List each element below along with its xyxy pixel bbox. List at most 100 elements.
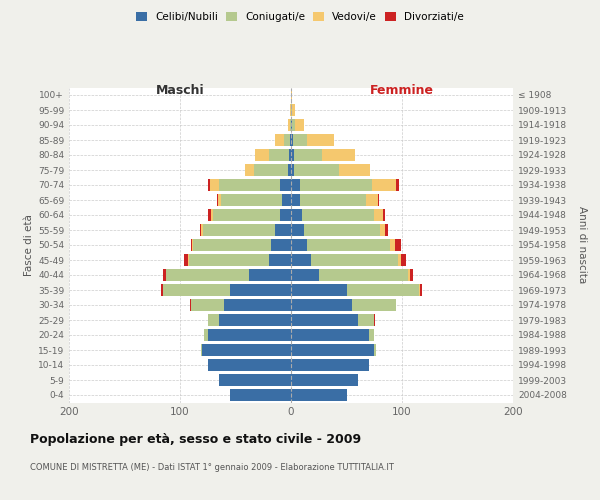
Bar <box>352 298 397 312</box>
Bar <box>224 298 291 312</box>
Bar <box>295 118 304 132</box>
Bar <box>291 178 300 192</box>
Bar <box>395 238 401 252</box>
Bar <box>291 164 295 176</box>
Bar <box>290 104 291 117</box>
Bar <box>292 118 295 132</box>
Bar <box>163 284 230 296</box>
Bar <box>291 298 352 312</box>
Bar <box>201 344 202 356</box>
Bar <box>201 224 203 236</box>
Bar <box>291 388 347 402</box>
Bar <box>292 104 295 117</box>
Bar <box>203 224 275 236</box>
Bar <box>161 284 163 296</box>
Bar <box>282 194 291 206</box>
Bar <box>287 118 290 132</box>
Bar <box>219 374 291 386</box>
Bar <box>295 164 339 176</box>
Bar <box>291 148 295 162</box>
Bar <box>271 238 291 252</box>
Bar <box>291 344 374 356</box>
Bar <box>208 358 291 372</box>
Bar <box>307 238 390 252</box>
Bar <box>190 298 191 312</box>
Y-axis label: Anni di nascita: Anni di nascita <box>577 206 587 284</box>
Bar <box>407 268 410 281</box>
Bar <box>269 254 291 266</box>
Bar <box>219 178 280 192</box>
Bar <box>291 238 307 252</box>
Bar <box>269 148 289 162</box>
Bar <box>291 314 358 326</box>
Bar <box>256 148 269 162</box>
Bar <box>211 208 214 222</box>
Bar <box>218 194 221 206</box>
Bar <box>291 268 319 281</box>
Bar <box>291 358 368 372</box>
Y-axis label: Fasce di età: Fasce di età <box>24 214 34 276</box>
Bar <box>401 254 406 266</box>
Bar <box>230 388 291 402</box>
Bar <box>374 208 383 222</box>
Bar <box>230 284 291 296</box>
Legend: Celibi/Nubili, Coniugati/e, Vedovi/e, Divorziati/e: Celibi/Nubili, Coniugati/e, Vedovi/e, Di… <box>132 8 468 26</box>
Bar <box>202 344 291 356</box>
Text: Popolazione per età, sesso e stato civile - 2009: Popolazione per età, sesso e stato civil… <box>30 432 361 446</box>
Bar <box>163 268 166 281</box>
Bar <box>287 164 291 176</box>
Bar <box>347 284 419 296</box>
Bar <box>200 224 201 236</box>
Bar <box>290 134 291 146</box>
Bar <box>307 134 334 146</box>
Bar <box>166 268 249 281</box>
Bar <box>284 134 290 146</box>
Bar <box>245 164 254 176</box>
Bar <box>372 178 397 192</box>
Bar <box>280 208 291 222</box>
Bar <box>219 314 291 326</box>
Bar <box>191 298 224 312</box>
Bar <box>383 208 385 222</box>
Bar <box>397 178 398 192</box>
Bar <box>390 238 395 252</box>
Bar <box>319 268 407 281</box>
Bar <box>377 194 379 206</box>
Bar <box>205 328 208 342</box>
Text: Maschi: Maschi <box>155 84 205 98</box>
Bar <box>295 148 322 162</box>
Bar <box>208 328 291 342</box>
Bar <box>410 268 413 281</box>
Bar <box>291 194 300 206</box>
Bar <box>302 208 374 222</box>
Bar <box>300 194 367 206</box>
Bar <box>374 314 376 326</box>
Bar <box>311 254 398 266</box>
Bar <box>291 118 292 132</box>
Bar <box>374 344 376 356</box>
Text: Femmine: Femmine <box>370 84 434 98</box>
Bar <box>208 314 219 326</box>
Bar <box>189 254 269 266</box>
Bar <box>208 208 211 222</box>
Bar <box>358 314 374 326</box>
Bar <box>193 238 271 252</box>
Bar <box>291 104 292 117</box>
Text: COMUNE DI MISTRETTA (ME) - Dati ISTAT 1° gennaio 2009 - Elaborazione TUTTITALIA.: COMUNE DI MISTRETTA (ME) - Dati ISTAT 1°… <box>30 462 394 471</box>
Bar <box>208 178 210 192</box>
Bar <box>249 268 291 281</box>
Bar <box>280 178 291 192</box>
Bar <box>293 134 307 146</box>
Bar <box>291 224 304 236</box>
Bar <box>188 254 189 266</box>
Bar <box>385 224 388 236</box>
Bar <box>368 328 374 342</box>
Bar <box>380 224 385 236</box>
Bar <box>304 224 380 236</box>
Bar <box>275 224 291 236</box>
Bar <box>217 194 218 206</box>
Bar <box>420 284 422 296</box>
Bar <box>275 134 284 146</box>
Bar <box>398 254 401 266</box>
Bar <box>339 164 370 176</box>
